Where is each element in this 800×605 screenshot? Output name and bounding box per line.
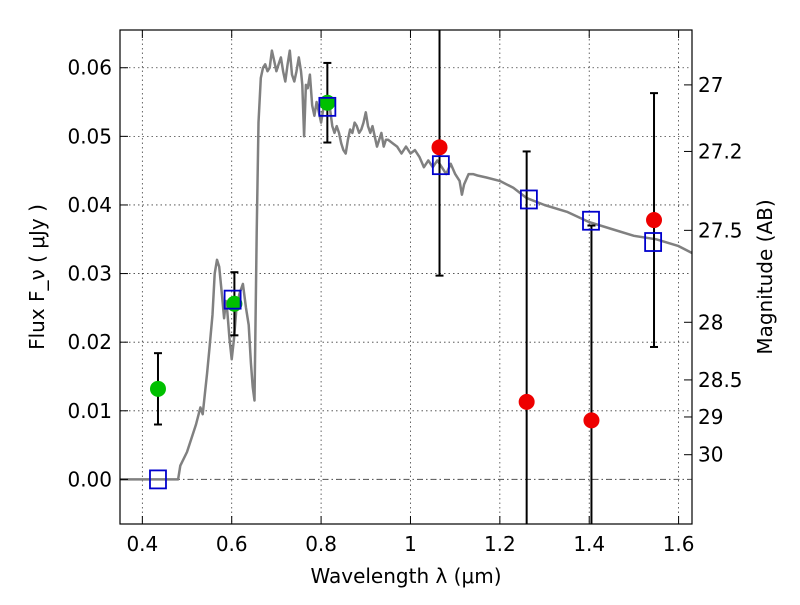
model-flux-box bbox=[431, 155, 450, 176]
right-tick-label: 27.2 bbox=[698, 139, 743, 163]
y-tick-label: 0.05 bbox=[67, 124, 112, 148]
observed-point bbox=[149, 380, 166, 397]
right-tick-label: 28.5 bbox=[698, 368, 743, 392]
right-tick-label: 27.5 bbox=[698, 218, 743, 242]
y-tick-label: 0.03 bbox=[67, 262, 112, 286]
y-tick-label: 0.06 bbox=[67, 56, 112, 80]
plot-frame bbox=[119, 29, 693, 525]
model-flux-box bbox=[582, 210, 600, 231]
y-tick-label: 0.00 bbox=[67, 467, 112, 491]
y-tick-label: 0.04 bbox=[67, 193, 112, 217]
y-axis-label: Flux F_ν ( μJy ) bbox=[25, 204, 49, 350]
right-tick-label: 30 bbox=[698, 443, 723, 467]
model-flux-box bbox=[644, 232, 663, 252]
y-tick-label: 0.02 bbox=[67, 330, 112, 354]
error-bar bbox=[522, 150, 531, 524]
y-tick-label: 0.01 bbox=[67, 399, 112, 423]
x-tick-label: 1.2 bbox=[484, 532, 516, 556]
model-flux-box bbox=[318, 96, 337, 117]
x-tick-label: 0.4 bbox=[126, 532, 158, 556]
model-flux-box bbox=[149, 469, 167, 490]
observed-point bbox=[583, 412, 600, 429]
model-flux-box bbox=[519, 189, 538, 210]
right-tick-label: 29 bbox=[698, 405, 723, 429]
x-tick-label: 1.4 bbox=[573, 532, 605, 556]
x-tick-label: 0.6 bbox=[216, 532, 248, 556]
x-tick-label: 1 bbox=[404, 532, 417, 556]
x-tick-label: 1.6 bbox=[663, 532, 695, 556]
observed-point bbox=[518, 393, 535, 410]
x-tick-label: 0.8 bbox=[305, 532, 337, 556]
observed-point bbox=[431, 139, 448, 156]
model-flux-box bbox=[223, 289, 242, 310]
right-axis-label: Magnitude (AB) bbox=[753, 199, 777, 354]
right-tick-label: 28 bbox=[698, 310, 723, 334]
observed-point bbox=[646, 212, 663, 229]
error-bar bbox=[587, 224, 596, 524]
x-axis-label: Wavelength λ (μm) bbox=[310, 564, 501, 588]
right-tick-label: 27 bbox=[698, 73, 723, 97]
